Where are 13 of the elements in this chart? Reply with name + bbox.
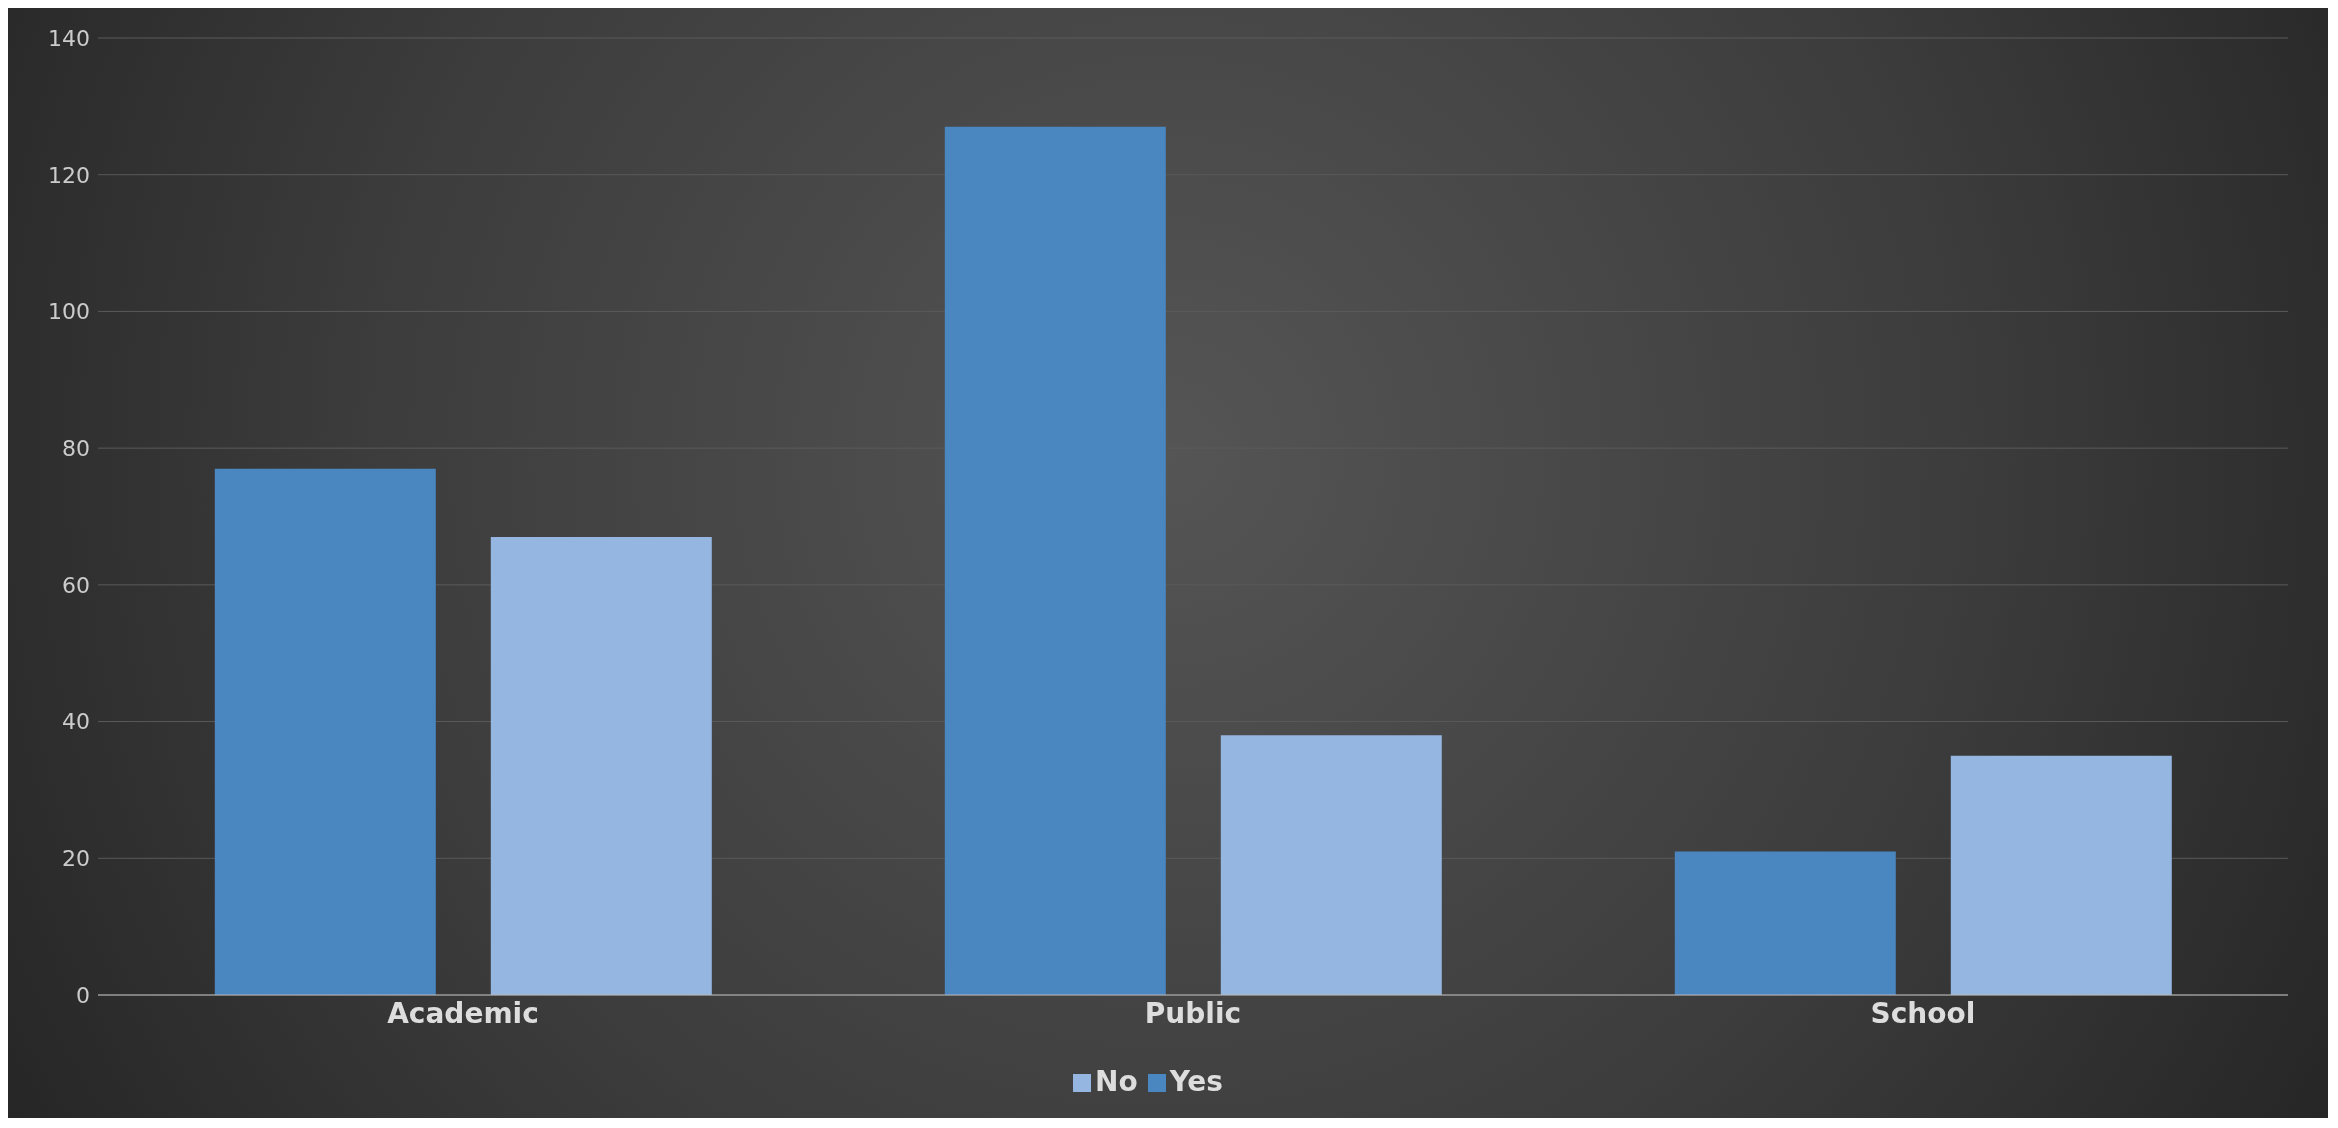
y-tick-label: 60 (62, 572, 90, 598)
x-tick-label: School (1870, 996, 1976, 1030)
x-tick-label: Academic (387, 996, 539, 1030)
y-tick-label: 100 (48, 299, 90, 325)
y-tick-label: 80 (62, 435, 90, 461)
legend-label: Yes (1169, 1065, 1224, 1098)
y-tick-label: 40 (62, 709, 90, 735)
y-tick-label: 20 (62, 846, 90, 872)
y-tick-label: 140 (48, 25, 90, 51)
x-tick-label: Public (1144, 996, 1242, 1030)
y-tick-label: 0 (76, 982, 90, 1008)
legend-label: No (1094, 1065, 1138, 1098)
y-tick-label: 120 (48, 162, 90, 188)
